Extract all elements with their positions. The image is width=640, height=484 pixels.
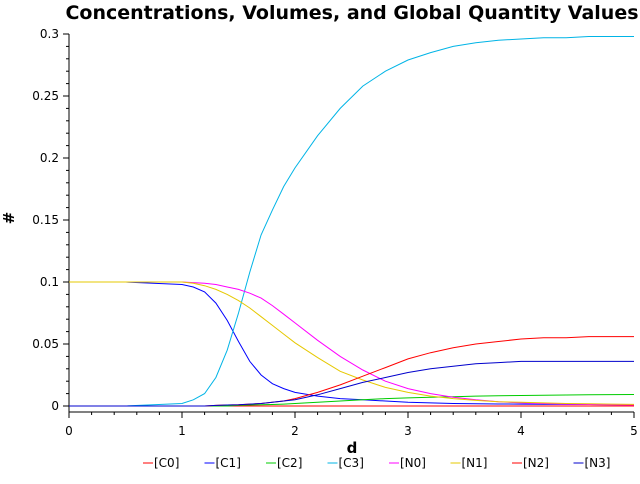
chart-title: Concentrations, Volumes, and Global Quan… <box>65 2 638 24</box>
series-line-5 <box>69 281 635 405</box>
y-axis: 0 0.05 0.1 0.15 0.2 0.25 0.3 <box>32 27 69 413</box>
y-axis-label: # <box>0 212 18 225</box>
y-tick-label: 0.2 <box>40 151 59 165</box>
x-axis: 0 1 2 3 4 5 <box>65 412 638 438</box>
x-axis-label: d <box>347 439 358 457</box>
legend-label-3: [C3] <box>339 456 364 470</box>
series-line-4 <box>69 281 635 406</box>
legend: [C0] [C1] [C2] [C3] [N0] [N1] [N2] [N3] <box>143 456 610 470</box>
y-tick-label: 0.25 <box>32 89 59 103</box>
legend-label-5: [N1] <box>462 456 488 470</box>
y-tick-label: 0.05 <box>32 337 59 351</box>
x-tick-label: 4 <box>517 424 525 438</box>
legend-label-7: [N3] <box>585 456 611 470</box>
y-tick-label: 0.15 <box>32 213 59 227</box>
x-tick-label: 0 <box>65 424 73 438</box>
series-line-3 <box>69 36 634 407</box>
y-tick-label: 0.3 <box>40 27 59 41</box>
series-line-1 <box>69 281 635 406</box>
legend-label-0: [C0] <box>154 456 179 470</box>
x-tick-label: 3 <box>404 424 412 438</box>
y-tick-label: 0.1 <box>40 275 59 289</box>
x-tick-label: 1 <box>178 424 186 438</box>
plot-area <box>68 34 634 413</box>
x-tick-label: 5 <box>630 424 638 438</box>
series-line-7 <box>69 360 634 407</box>
x-tick-label: 2 <box>291 424 299 438</box>
legend-label-1: [C1] <box>216 456 241 470</box>
legend-label-6: [N2] <box>523 456 549 470</box>
legend-label-2: [C2] <box>277 456 302 470</box>
series-group <box>69 36 635 407</box>
legend-label-4: [N0] <box>400 456 426 470</box>
y-tick-label: 0 <box>51 399 59 413</box>
